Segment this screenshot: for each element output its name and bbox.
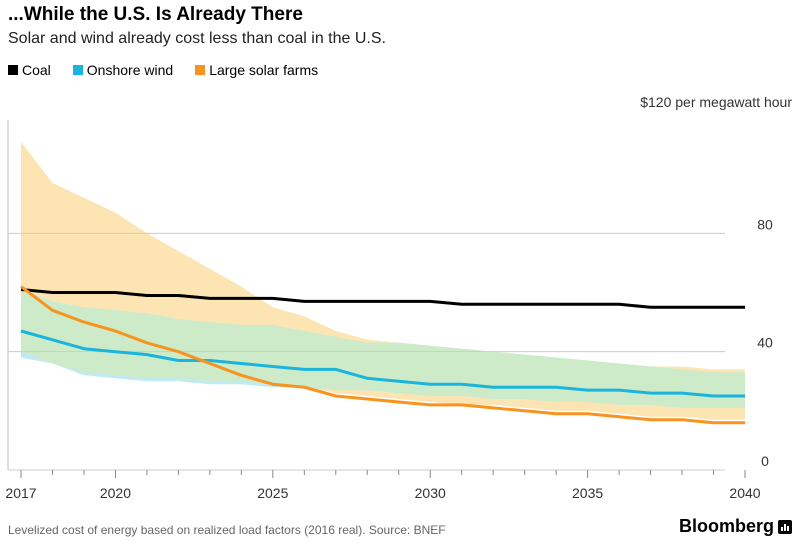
legend-label-coal: Coal	[22, 62, 51, 78]
x-tick-label-2020: 2020	[100, 485, 131, 501]
legend-item-coal: Coal	[8, 62, 51, 78]
brand-name: Bloomberg	[678, 516, 774, 536]
legend-label-wind: Onshore wind	[86, 62, 174, 78]
y-tick-label-40: 40	[757, 335, 773, 351]
legend-swatch-coal	[8, 65, 18, 75]
y-tick-label-80: 80	[757, 216, 773, 232]
x-tick-label-2035: 2035	[572, 485, 603, 501]
y-tick-label-0: 0	[761, 453, 769, 469]
legend: Coal Onshore wind Large solar farms	[8, 62, 318, 78]
x-tick-label-2017: 2017	[5, 485, 36, 501]
brand-logo: Bloomberg	[679, 516, 792, 537]
legend-item-solar: Large solar farms	[195, 62, 318, 78]
band-overlap	[21, 289, 745, 408]
x-tick-label-2030: 2030	[415, 485, 446, 501]
uncertainty-bands	[21, 141, 745, 420]
chart-title: ...While the U.S. Is Already There	[8, 4, 303, 25]
source-note: Levelized cost of energy based on realiz…	[8, 523, 446, 537]
chart-subtitle: Solar and wind already cost less than co…	[8, 30, 386, 47]
legend-swatch-solar	[195, 65, 206, 75]
x-tick-label-2025: 2025	[257, 485, 288, 501]
series-line-wind	[20, 329, 745, 398]
y-unit-label: $120 per megawatt hour	[640, 94, 792, 110]
bloomberg-chart-icon	[778, 519, 792, 534]
series-lines	[20, 285, 745, 425]
x-axis: 2017 2020 2025 2030 2035 2040	[5, 470, 761, 501]
x-tick-label-2040: 2040	[729, 485, 760, 501]
series-line-coal	[20, 288, 745, 309]
series-line-solar	[20, 285, 745, 425]
legend-swatch-wind	[72, 65, 83, 75]
legend-item-wind: Onshore wind	[72, 62, 174, 78]
legend-label-solar: Large solar farms	[209, 62, 319, 78]
y-axis: $120 per megawatt hour 0 40 80	[640, 94, 792, 469]
